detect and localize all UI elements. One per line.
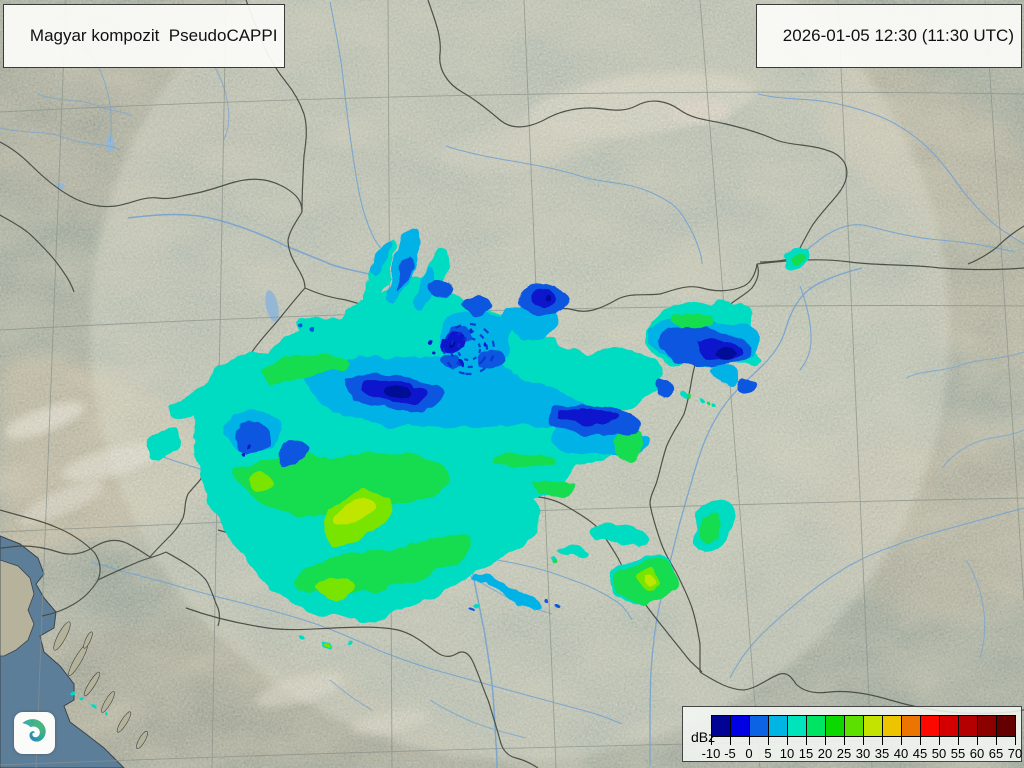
legend-tick-label: 35	[874, 746, 890, 761]
legend-tick	[958, 737, 959, 745]
legend-swatch	[807, 716, 826, 736]
legend-swatch	[788, 716, 807, 736]
legend-tick	[996, 737, 997, 745]
legend-color-scale	[711, 715, 1016, 737]
legend-tick-label: -5	[724, 746, 736, 761]
legend-swatch	[902, 716, 921, 736]
legend-tick-label: 10	[779, 746, 795, 761]
echo-30-35dbz	[332, 499, 656, 587]
hungaromet-logo	[14, 712, 55, 754]
product-title-text: Magyar kompozit PseudoCAPPI	[29, 26, 278, 45]
spiral-logo-stroke	[30, 725, 41, 739]
legend-tick-label: 65	[988, 746, 1004, 761]
echo-20-25dbz	[236, 253, 806, 602]
legend-tick	[977, 737, 978, 745]
legend-tick	[1015, 737, 1016, 745]
legend-swatch	[997, 716, 1015, 736]
timestamp-text: 2026-01-05 12:30 (11:30 UTC)	[782, 26, 1014, 45]
legend-tick-label: 20	[817, 746, 833, 761]
legend-tick	[730, 737, 731, 745]
legend-tick	[882, 737, 883, 745]
legend-tick	[749, 737, 750, 745]
legend-swatch	[731, 716, 750, 736]
istria-peninsula	[0, 559, 35, 657]
legend-swatch	[921, 716, 940, 736]
legend-tick-label: 40	[893, 746, 909, 761]
legend-tick-label: 30	[855, 746, 871, 761]
legend-tick-label: -10	[701, 746, 721, 761]
legend-tick-label: 60	[969, 746, 985, 761]
lakes	[55, 136, 279, 322]
legend-tick	[711, 737, 712, 745]
legend-tick-label: 50	[931, 746, 947, 761]
legend-tick	[825, 737, 826, 745]
legend-swatch	[826, 716, 845, 736]
legend-swatch	[864, 716, 883, 736]
legend-tick-label: 70	[1007, 746, 1023, 761]
legend-swatch	[978, 716, 997, 736]
legend-tick	[939, 737, 940, 745]
spiral-logo-icon	[22, 719, 46, 742]
legend-tick-label: 15	[798, 746, 814, 761]
legend-tick	[806, 737, 807, 745]
radar-ring-artifacts	[442, 322, 496, 376]
legend-swatch	[750, 716, 769, 736]
adriatic-sea	[0, 535, 148, 768]
adriatic-islands	[53, 621, 148, 750]
legend-swatch	[940, 716, 959, 736]
dbz-legend: dBz -10 -5 0 5 10 15 20 25 30 35 40 45 50 55 60 65 70	[682, 706, 1022, 762]
legend-unit-label: dBz	[691, 729, 716, 745]
legend-swatch	[712, 716, 731, 736]
legend-swatch	[769, 716, 788, 736]
radar-echoes	[70, 230, 812, 714]
legend-tick	[863, 737, 864, 745]
legend-tick	[768, 737, 769, 745]
legend-tick	[844, 737, 845, 745]
legend-tick-label: 5	[764, 746, 772, 761]
timestamp: 2026-01-05 12:30 (11:30 UTC)	[755, 4, 1022, 68]
product-title: Magyar kompozit PseudoCAPPI	[3, 4, 286, 68]
legend-tick-label: 55	[950, 746, 966, 761]
legend-swatch	[959, 716, 978, 736]
legend-tick	[920, 737, 921, 745]
legend-tick-label: 45	[912, 746, 928, 761]
legend-tick-label: 0	[745, 746, 753, 761]
legend-swatch	[845, 716, 864, 736]
legend-tick	[787, 737, 788, 745]
legend-tick	[901, 737, 902, 745]
legend-swatch	[883, 716, 902, 736]
legend-tick-label: 25	[836, 746, 852, 761]
